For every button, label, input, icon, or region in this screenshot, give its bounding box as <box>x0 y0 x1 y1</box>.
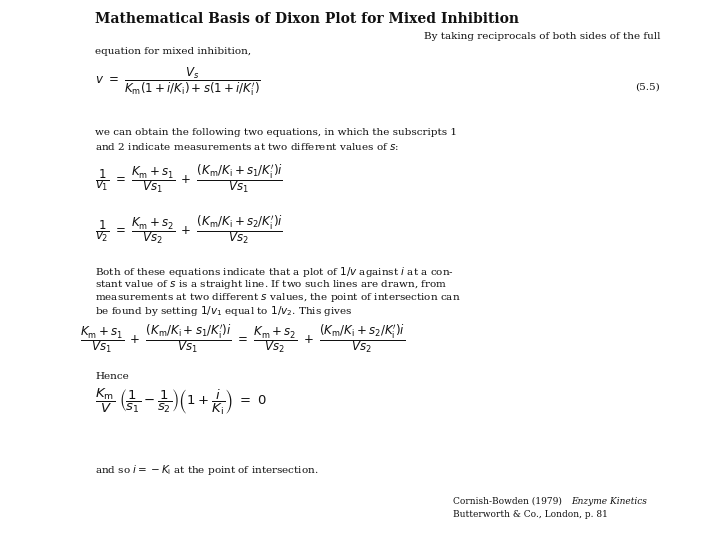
Text: $\dfrac{K_{\mathrm{m}}}{V}\ \left(\dfrac{1}{s_1}-\dfrac{1}{s_2}\right)\left(1+\d: $\dfrac{K_{\mathrm{m}}}{V}\ \left(\dfrac… <box>95 387 267 417</box>
Text: and so $i = -K_{\mathrm{i}}$ at the point of intersection.: and so $i = -K_{\mathrm{i}}$ at the poin… <box>95 463 318 477</box>
Text: Hence: Hence <box>95 372 129 381</box>
Text: Mathematical Basis of Dixon Plot for Mixed Inhibition: Mathematical Basis of Dixon Plot for Mix… <box>95 12 519 26</box>
Text: equation for mixed inhibition,: equation for mixed inhibition, <box>95 47 251 56</box>
Text: (5.5): (5.5) <box>635 83 660 92</box>
Text: $\dfrac{1}{v_2}\ =\ \dfrac{K_{\mathrm{m}}+s_2}{Vs_2}\ +\ \dfrac{(K_{\mathrm{m}}/: $\dfrac{1}{v_2}\ =\ \dfrac{K_{\mathrm{m}… <box>95 213 283 246</box>
Text: $v\ =\ \dfrac{V_s}{K_{\mathrm{m}}(1+i/K_{\mathrm{i}})+s(1+i/K_{\mathrm{i}}')}$: $v\ =\ \dfrac{V_s}{K_{\mathrm{m}}(1+i/K_… <box>95 65 261 98</box>
Text: $\dfrac{K_{\mathrm{m}}+s_1}{Vs_1}\ +\ \dfrac{(K_{\mathrm{m}}/K_{\mathrm{i}}+s_1/: $\dfrac{K_{\mathrm{m}}+s_1}{Vs_1}\ +\ \d… <box>80 322 405 355</box>
Text: Cornish-Bowden (1979): Cornish-Bowden (1979) <box>453 497 564 506</box>
Text: stant value of $s$ is a straight line. If two such lines are drawn, from: stant value of $s$ is a straight line. I… <box>95 278 447 291</box>
Text: $\dfrac{1}{v_1}\ =\ \dfrac{K_{\mathrm{m}}+s_1}{Vs_1}\ +\ \dfrac{(K_{\mathrm{m}}/: $\dfrac{1}{v_1}\ =\ \dfrac{K_{\mathrm{m}… <box>95 162 283 195</box>
Text: By taking reciprocals of both sides of the full: By taking reciprocals of both sides of t… <box>423 32 660 41</box>
Text: Both of these equations indicate that a plot of $1/v$ against $i$ at a con-: Both of these equations indicate that a … <box>95 265 454 279</box>
Text: Butterworth & Co., London, p. 81: Butterworth & Co., London, p. 81 <box>453 510 608 519</box>
Text: Enzyme Kinetics: Enzyme Kinetics <box>571 497 647 506</box>
Text: measurements at two different $s$ values, the point of intersection can: measurements at two different $s$ values… <box>95 291 461 304</box>
Text: and 2 indicate measurements at two different values of $s$:: and 2 indicate measurements at two diffe… <box>95 141 400 152</box>
Text: we can obtain the following two equations, in which the subscripts 1: we can obtain the following two equation… <box>95 128 457 137</box>
Text: be found by setting $1/v_1$ equal to $1/v_2$. This gives: be found by setting $1/v_1$ equal to $1/… <box>95 304 353 318</box>
